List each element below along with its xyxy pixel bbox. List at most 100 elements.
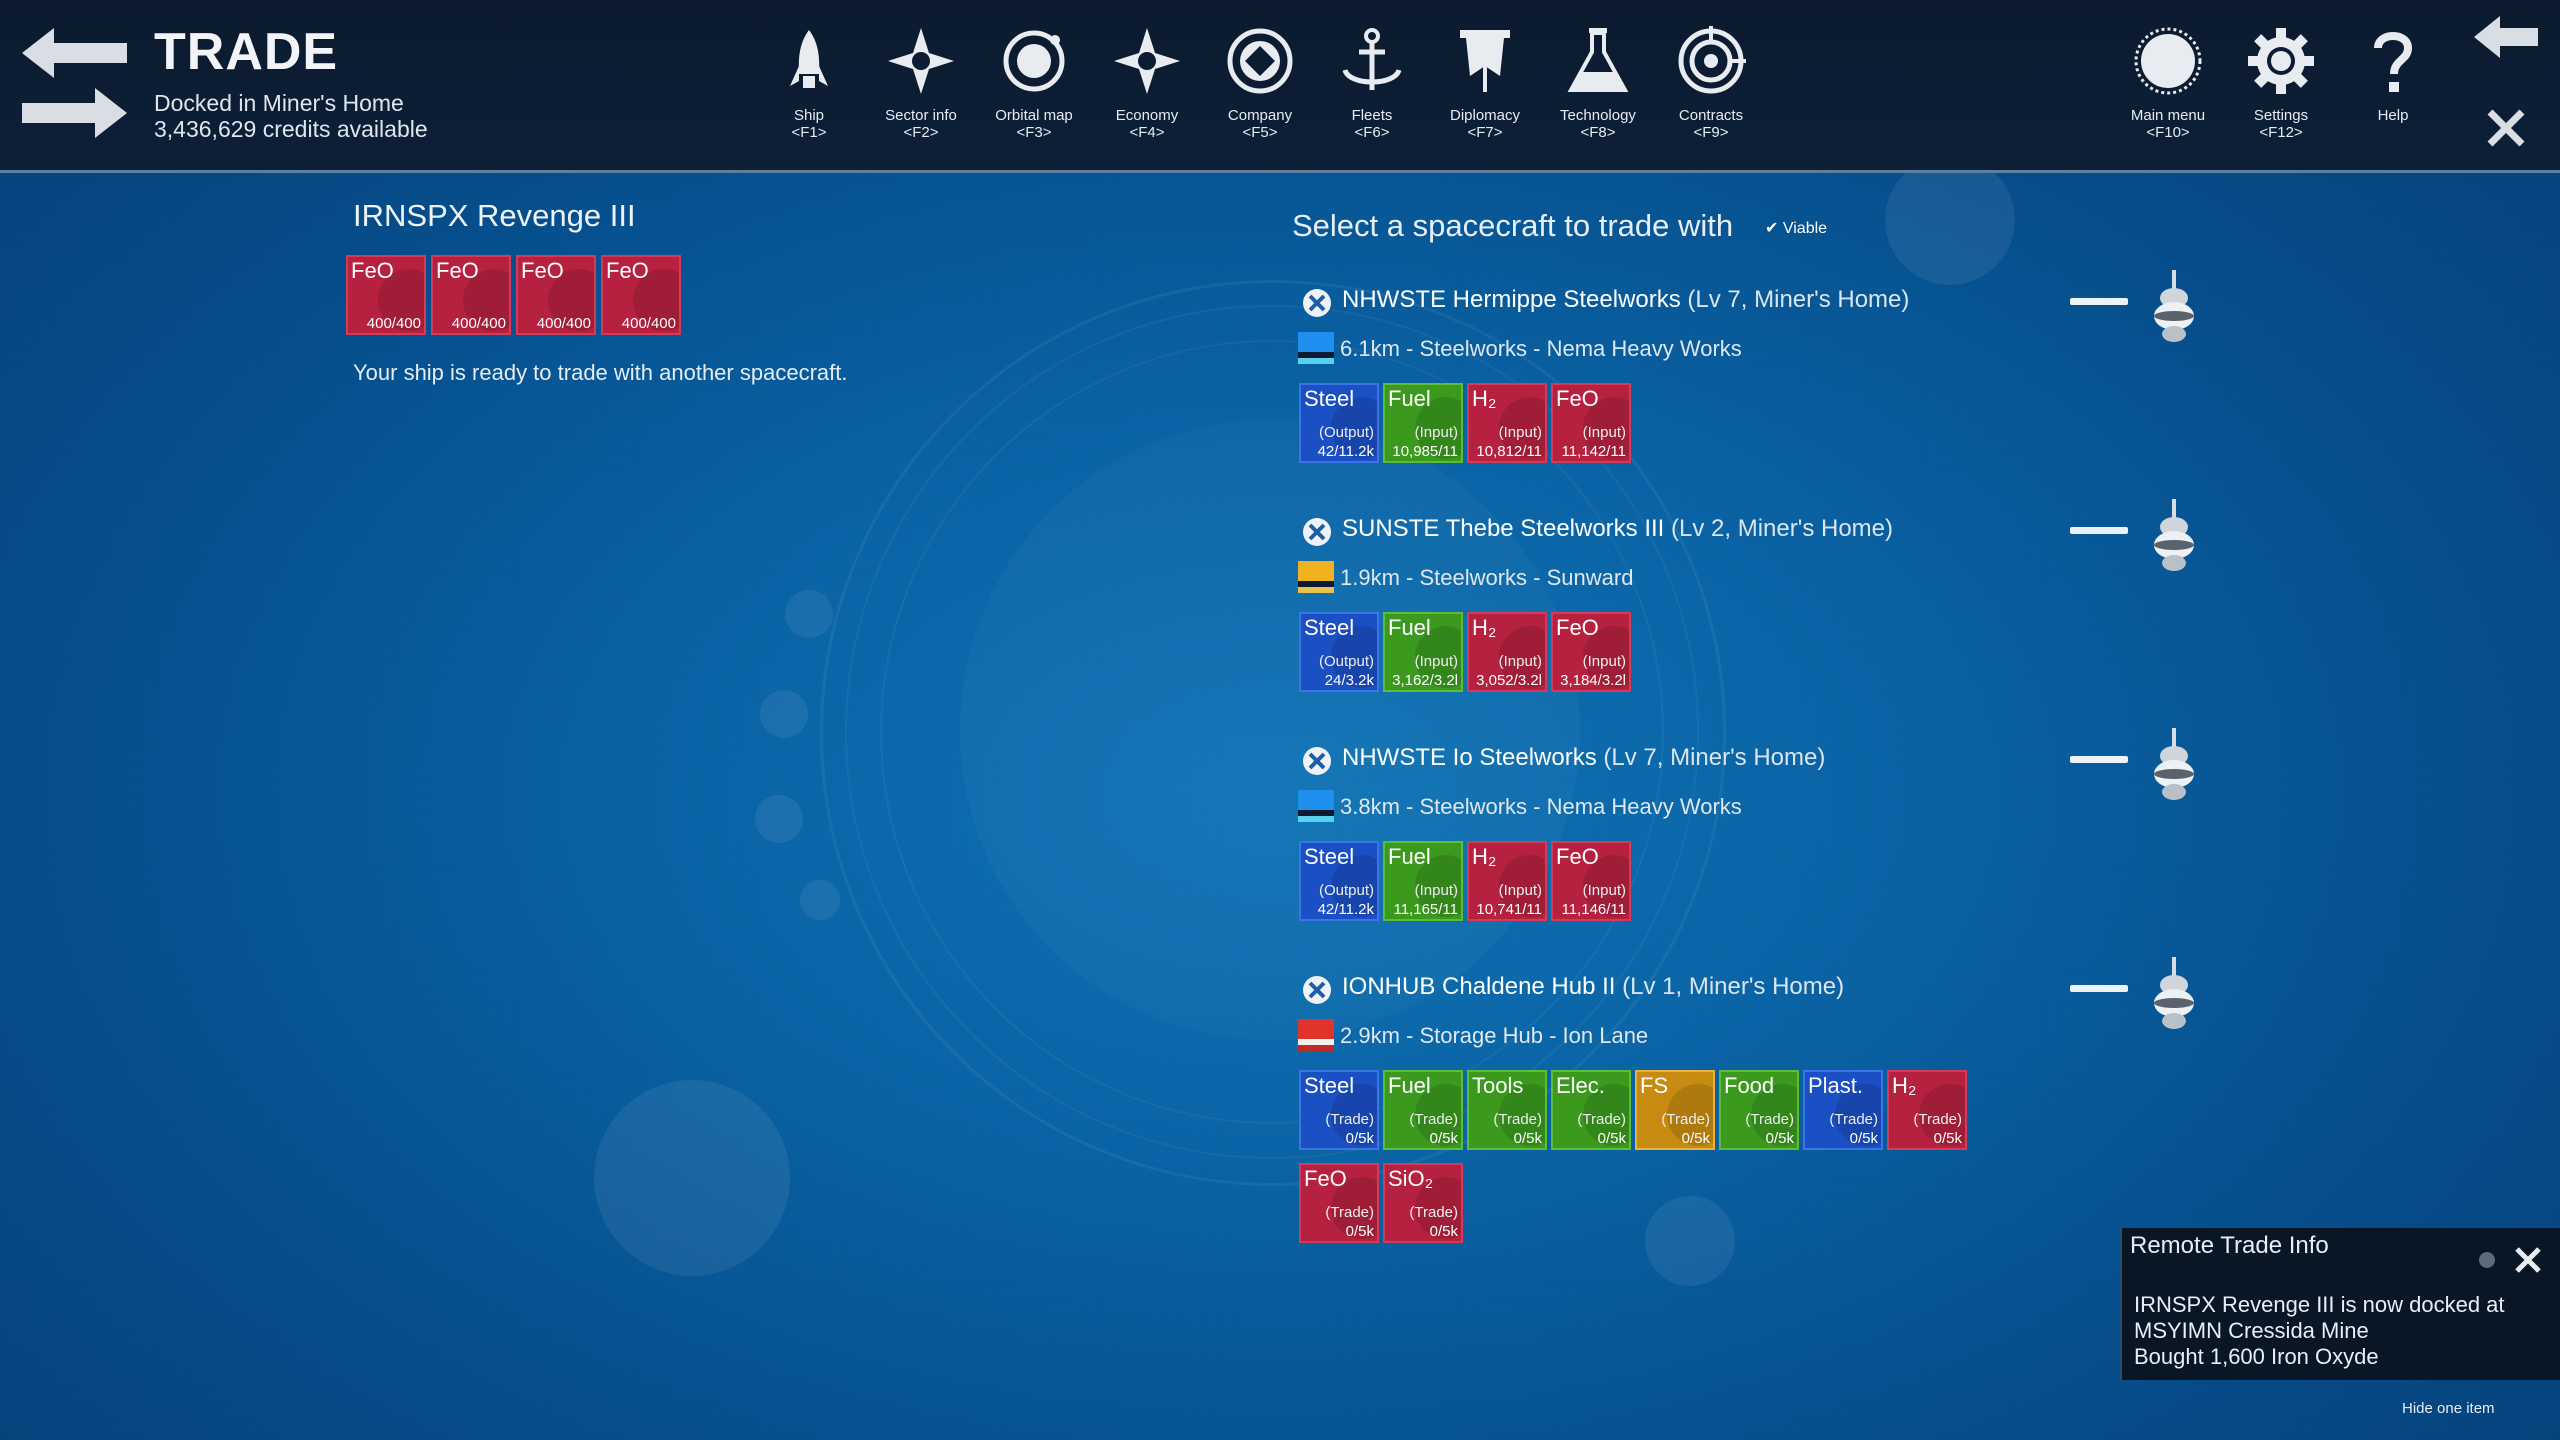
goods-emblem-icon: [1415, 1084, 1461, 1146]
goods-amount: 0/5k: [1513, 1130, 1542, 1147]
goods-tile[interactable]: Tools (Trade) 0/5k: [1467, 1070, 1547, 1150]
goods-amount: 42/11.2k: [1317, 443, 1374, 460]
collapse-button[interactable]: [2070, 298, 2128, 305]
goods-tile[interactable]: Steel (Output) 42/11.2k: [1299, 841, 1379, 921]
goods-tile[interactable]: Fuel (Trade) 0/5k: [1383, 1070, 1463, 1150]
goods-tile[interactable]: FeO (Input) 11,146/11: [1551, 841, 1631, 921]
goods-tag: (Trade): [1745, 1111, 1794, 1128]
menu-company[interactable]: Company <F5>: [1205, 26, 1315, 141]
goods-emblem-icon: [1835, 1084, 1881, 1146]
menu-orbital-map[interactable]: Orbital map <F3>: [979, 26, 1089, 141]
planet-icon: [2134, 27, 2202, 95]
forward-arrow-icon[interactable]: [22, 88, 127, 138]
goods-tag: (Output): [1318, 424, 1374, 441]
goods-tile[interactable]: H₂ (Input) 10,812/11: [1467, 383, 1547, 463]
close-icon[interactable]: [2486, 108, 2526, 148]
goods-tile[interactable]: Fuel (Input) 11,165/11: [1383, 841, 1463, 921]
goods-emblem-icon: [463, 269, 509, 331]
viable-filter[interactable]: ✔ Viable: [1765, 218, 1827, 238]
goods-tile[interactable]: Plast. (Trade) 0/5k: [1803, 1070, 1883, 1150]
deselect-icon[interactable]: [1302, 288, 1332, 318]
menu-settings[interactable]: Settings <F12>: [2226, 26, 2336, 141]
goods-tile[interactable]: FeO 400/400: [431, 255, 511, 335]
background-disc: [960, 420, 1580, 1040]
goods-name: Fuel: [1388, 1073, 1431, 1098]
menu-main-menu[interactable]: Main menu <F10>: [2113, 26, 2223, 141]
company-emblem-icon: [1227, 28, 1293, 94]
goods-tag: (Input): [1498, 653, 1542, 670]
goods-tile[interactable]: FeO 400/400: [346, 255, 426, 335]
trade-partner-name: SUNSTE Thebe Steelworks III (Lv 2, Miner…: [1342, 515, 1893, 543]
goods-amount: 3,052/3.2l: [1476, 672, 1542, 689]
menu-ship[interactable]: Ship <F1>: [754, 26, 864, 141]
menu-key: <F8>: [1580, 124, 1616, 141]
trade-partner-name: NHWSTE Hermippe Steelworks (Lv 7, Miner'…: [1342, 286, 1909, 314]
partner-name-text: NHWSTE Hermippe Steelworks: [1342, 286, 1681, 313]
collapse-button[interactable]: [2070, 527, 2128, 534]
goods-amount: 400/400: [536, 315, 591, 332]
goods-tile[interactable]: Steel (Output) 42/11.2k: [1299, 383, 1379, 463]
goods-name: FeO: [1556, 615, 1599, 640]
close-icon[interactable]: [2514, 1246, 2542, 1274]
goods-tile[interactable]: FeO (Input) 11,142/11: [1551, 383, 1631, 463]
back-arrow-icon[interactable]: [22, 28, 127, 78]
goods-amount: 400/400: [621, 315, 676, 332]
collapse-button[interactable]: [2070, 985, 2128, 992]
goods-tile[interactable]: Steel (Trade) 0/5k: [1299, 1070, 1379, 1150]
notification-dot-icon[interactable]: [2479, 1252, 2495, 1268]
goods-amount: 3,184/3.2l: [1560, 672, 1626, 689]
goods-emblem-icon: [1751, 1084, 1797, 1146]
goods-tile[interactable]: Steel (Output) 24/3.2k: [1299, 612, 1379, 692]
back-arrow-icon[interactable]: [2474, 16, 2538, 58]
goods-emblem-icon: [1415, 855, 1461, 917]
goods-tile[interactable]: Elec. (Trade) 0/5k: [1551, 1070, 1631, 1150]
menu-label: Technology: [1560, 107, 1636, 124]
goods-tile[interactable]: H₂ (Input) 3,052/3.2l: [1467, 612, 1547, 692]
goods-tile[interactable]: FeO 400/400: [516, 255, 596, 335]
goods-amount: 11,146/11: [1561, 901, 1626, 918]
goods-amount: 24/3.2k: [1324, 672, 1374, 689]
goods-tile[interactable]: H₂ (Input) 10,741/11: [1467, 841, 1547, 921]
anchor-icon: [1342, 28, 1402, 90]
goods-name: FS: [1640, 1073, 1669, 1098]
goods-tile[interactable]: FeO (Trade) 0/5k: [1299, 1163, 1379, 1243]
goods-tile[interactable]: H₂ (Trade) 0/5k: [1887, 1070, 1967, 1150]
deselect-icon[interactable]: [1302, 517, 1332, 547]
menu-fleets[interactable]: Fleets <F6>: [1317, 26, 1427, 141]
menu-technology[interactable]: Technology <F8>: [1543, 26, 1653, 141]
goods-tag: (Trade): [1661, 1111, 1710, 1128]
goods-amount: 0/5k: [1429, 1223, 1458, 1240]
orbit-icon: [1003, 30, 1065, 92]
background-bubble: [1885, 155, 2015, 285]
goods-name: Plast.: [1808, 1073, 1864, 1098]
goods-tile[interactable]: FeO (Input) 3,184/3.2l: [1551, 612, 1631, 692]
menu-diplomacy[interactable]: Diplomacy <F7>: [1430, 26, 1540, 141]
viable-label: Viable: [1782, 220, 1828, 237]
deselect-icon[interactable]: [1302, 746, 1332, 776]
menu-economy[interactable]: Economy <F4>: [1092, 26, 1202, 141]
menu-help[interactable]: Help: [2338, 26, 2448, 125]
goods-tile[interactable]: FeO 400/400: [601, 255, 681, 335]
menu-key: <F3>: [1016, 124, 1052, 141]
menu-sector-info[interactable]: Sector info <F2>: [866, 26, 976, 141]
flask-icon: [1567, 28, 1629, 92]
menu-label: Fleets: [1351, 107, 1393, 124]
hide-one-item-button[interactable]: Hide one item: [2402, 1400, 2495, 1417]
compass-star-icon: [888, 28, 954, 94]
goods-amount: 0/5k: [1429, 1130, 1458, 1147]
goods-tile[interactable]: SiO₂ (Trade) 0/5k: [1383, 1163, 1463, 1243]
ship-status-text: Your ship is ready to trade with another…: [353, 360, 848, 385]
goods-tile[interactable]: Food (Trade) 0/5k: [1719, 1070, 1799, 1150]
menu-key: <F12>: [2259, 124, 2303, 141]
goods-amount: 42/11.2k: [1317, 901, 1374, 918]
deselect-icon[interactable]: [1302, 975, 1332, 1005]
menu-contracts[interactable]: Contracts <F9>: [1656, 26, 1766, 141]
background-bubble: [594, 1080, 790, 1276]
goods-tile[interactable]: FS (Trade) 0/5k: [1635, 1070, 1715, 1150]
target-icon: [1678, 26, 1746, 94]
collapse-button[interactable]: [2070, 756, 2128, 763]
background-bubble: [785, 590, 833, 638]
goods-tile[interactable]: Fuel (Input) 3,162/3.2l: [1383, 612, 1463, 692]
menu-label: Sector info: [885, 107, 957, 124]
goods-tile[interactable]: Fuel (Input) 10,985/11: [1383, 383, 1463, 463]
